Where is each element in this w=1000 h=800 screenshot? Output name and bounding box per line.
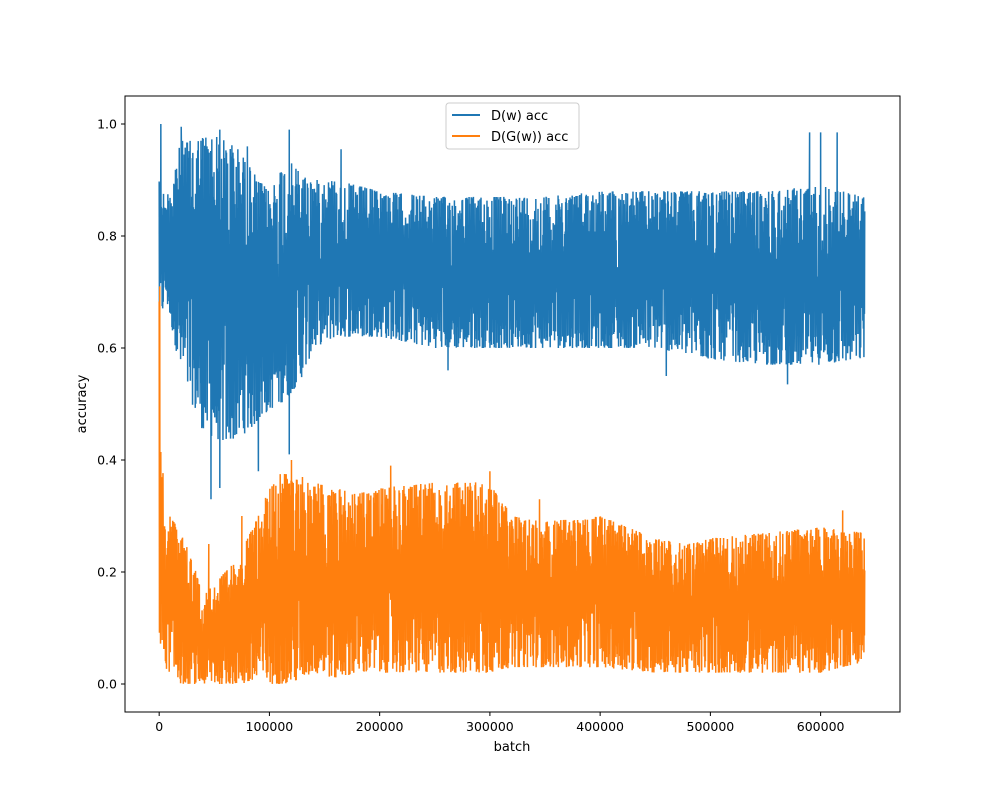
x-tick-label: 500000 — [687, 719, 735, 734]
y-tick-label: 0.4 — [97, 453, 117, 468]
x-tick-label: 400000 — [576, 719, 624, 734]
x-axis-label: batch — [494, 740, 531, 755]
x-tick-label: 300000 — [466, 719, 514, 734]
axes-frame — [124, 95, 901, 713]
y-tick-label: 0.6 — [97, 341, 117, 356]
x-tick-label: 100000 — [246, 719, 294, 734]
legend-label-d-g-w-acc: D(G(w)) acc — [491, 130, 568, 145]
y-axis-label: accuracy — [75, 374, 90, 433]
y-tick-label: 0.8 — [97, 229, 117, 244]
plot-area: 0 100000 200000 300000 400000 500000 600000 0.… — [97, 95, 901, 734]
series-line-d-g-w-acc — [158, 286, 866, 685]
x-tick-label: 600000 — [797, 719, 845, 734]
x-axis-ticks: 0 100000 200000 300000 400000 500000 600000 — [155, 712, 845, 734]
x-tick-label: 0 — [155, 719, 163, 734]
y-tick-label: 1.0 — [97, 117, 117, 132]
x-tick-label: 200000 — [356, 719, 404, 734]
y-tick-label: 0.0 — [97, 677, 117, 692]
y-tick-label: 0.2 — [97, 565, 117, 580]
series-line-d-w-acc — [158, 123, 866, 500]
legend-label-d-w-acc: D(w) acc — [491, 109, 548, 124]
legend: D(w) acc D(G(w)) acc — [445, 102, 580, 150]
y-axis-ticks: 0.0 0.2 0.4 0.6 0.8 1.0 — [97, 117, 125, 692]
series-layer — [158, 123, 866, 685]
